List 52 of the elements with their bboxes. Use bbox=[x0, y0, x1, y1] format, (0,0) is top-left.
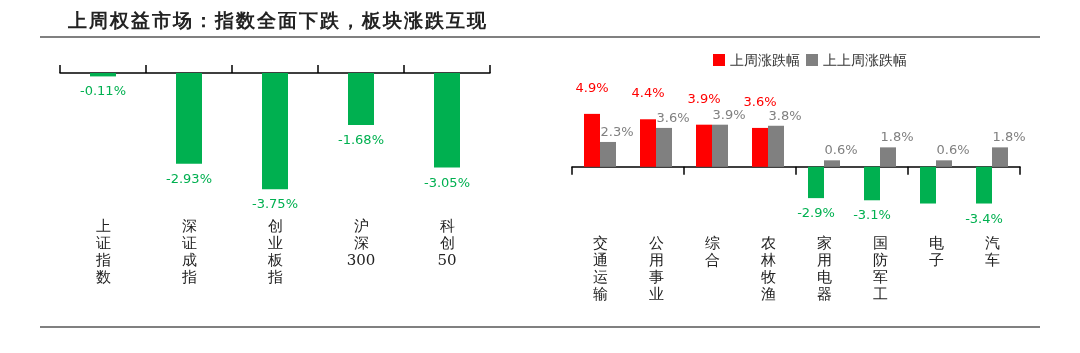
x-tick-label: 公用事业 bbox=[648, 233, 664, 303]
x-tick-label: 电子 bbox=[928, 233, 944, 269]
x-tick-label: 上证指数 bbox=[94, 216, 111, 286]
legend-label: 上上周涨跌幅 bbox=[823, 52, 907, 68]
data-label: 3.9% bbox=[712, 106, 746, 122]
x-tick-label: 交通运输 bbox=[592, 233, 608, 303]
data-label: 3.6% bbox=[656, 109, 690, 125]
data-label: 3.6% bbox=[743, 93, 777, 109]
bar bbox=[976, 166, 992, 204]
data-label: 4.9% bbox=[575, 79, 609, 95]
data-label: 0.6% bbox=[936, 142, 970, 158]
data-label: 0.6% bbox=[824, 142, 858, 158]
x-tick-label: 沪深300 bbox=[346, 216, 376, 269]
bar bbox=[880, 147, 896, 167]
bar bbox=[920, 166, 936, 204]
data-label: 4.4% bbox=[631, 85, 665, 101]
data-label: 2.3% bbox=[600, 123, 634, 139]
x-tick-label: 汽车 bbox=[984, 233, 1000, 269]
chart-title: 上周权益市场：指数全面下跌，板块涨跌互现 bbox=[68, 8, 488, 33]
bar bbox=[808, 166, 824, 199]
x-tick-label: 综合 bbox=[704, 233, 720, 269]
data-label: -0.11% bbox=[80, 83, 126, 99]
bar bbox=[584, 113, 600, 167]
bar bbox=[768, 125, 784, 167]
data-label: -3.1% bbox=[853, 207, 891, 223]
data-label: -3.4% bbox=[965, 210, 1003, 226]
bar bbox=[696, 124, 712, 167]
x-tick-label: 家用电器 bbox=[816, 233, 832, 303]
bar bbox=[824, 160, 840, 167]
data-label: 1.8% bbox=[880, 129, 914, 145]
bar bbox=[752, 127, 768, 167]
legend-label: 上周涨跌幅 bbox=[730, 52, 800, 68]
data-label: -2.9% bbox=[797, 205, 835, 221]
data-label: -1.68% bbox=[338, 132, 384, 148]
data-label: -3.05% bbox=[424, 174, 470, 190]
bar bbox=[864, 166, 880, 201]
x-tick-label: 农林牧渔 bbox=[759, 233, 776, 303]
data-label: -2.93% bbox=[166, 170, 212, 186]
bar bbox=[640, 119, 656, 167]
x-tick-label: 创业板指 bbox=[266, 216, 283, 286]
x-tick-label: 深证成指 bbox=[180, 216, 197, 286]
bar bbox=[712, 124, 728, 167]
bar bbox=[600, 141, 616, 167]
bar bbox=[992, 147, 1008, 167]
x-tick-label: 国防军工 bbox=[872, 233, 888, 303]
data-label: 3.8% bbox=[768, 107, 802, 123]
data-label: 1.8% bbox=[992, 129, 1026, 145]
bar bbox=[936, 160, 952, 167]
bar bbox=[656, 127, 672, 167]
data-label: -3.75% bbox=[252, 196, 298, 212]
x-tick-label: 科创50 bbox=[437, 216, 457, 269]
data-label: 3.9% bbox=[687, 90, 721, 106]
